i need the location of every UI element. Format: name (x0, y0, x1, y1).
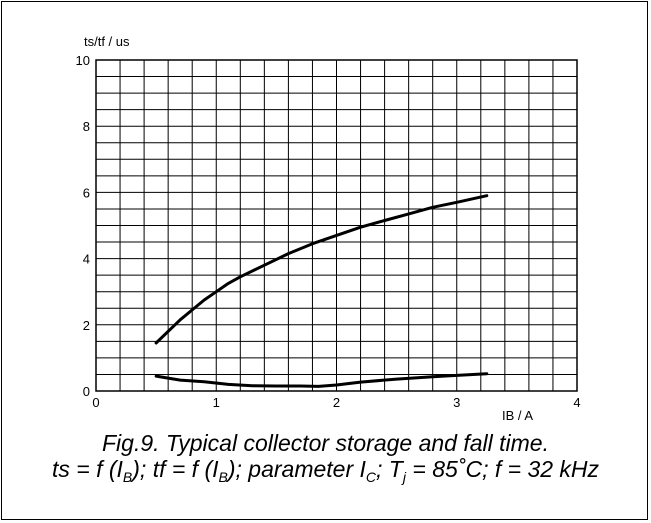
caption-sub: C (365, 469, 377, 485)
chart-grid (96, 60, 577, 391)
caption-part: = 85˚C; f = 32 kHz (406, 456, 600, 482)
x-axis-label: IB / A (502, 408, 533, 423)
caption-sub: B (218, 469, 228, 485)
y-tick-labels: 0 2 4 6 8 10 (76, 53, 90, 399)
y-tick-label: 0 (83, 384, 90, 399)
series-group (154, 194, 489, 388)
caption-sub: B (122, 469, 133, 485)
x-tick-label: 4 (573, 395, 580, 410)
y-tick-label: 6 (83, 185, 90, 200)
x-tick-label: 1 (213, 395, 220, 410)
x-tick-label: 3 (453, 395, 460, 410)
x-tick-label: 2 (333, 395, 340, 410)
caption-part: ); parameter I (227, 456, 366, 482)
series-line-2 (154, 372, 489, 388)
figure-caption-formula: ts = f (IB); tf = f (IB); parameter IC; … (0, 456, 651, 485)
x-tick-labels: 0 1 2 3 4 (92, 395, 580, 410)
plot-border (95, 59, 578, 392)
y-tick-label: 10 (76, 53, 90, 68)
caption-part: ts = f (I (51, 456, 123, 482)
y-tick-label: 4 (83, 252, 90, 267)
caption-part: ); tf = f (I (132, 456, 219, 482)
caption-part: ; T (376, 456, 403, 482)
y-tick-label: 8 (83, 119, 90, 134)
caption-sub: j (402, 469, 406, 485)
figure-caption-title: Fig.9. Typical collector storage and fal… (102, 430, 549, 456)
x-tick-label: 0 (92, 395, 99, 410)
y-axis-label: ts/tf / us (84, 34, 130, 49)
series-line-1 (154, 194, 489, 345)
y-tick-label: 2 (83, 318, 90, 333)
